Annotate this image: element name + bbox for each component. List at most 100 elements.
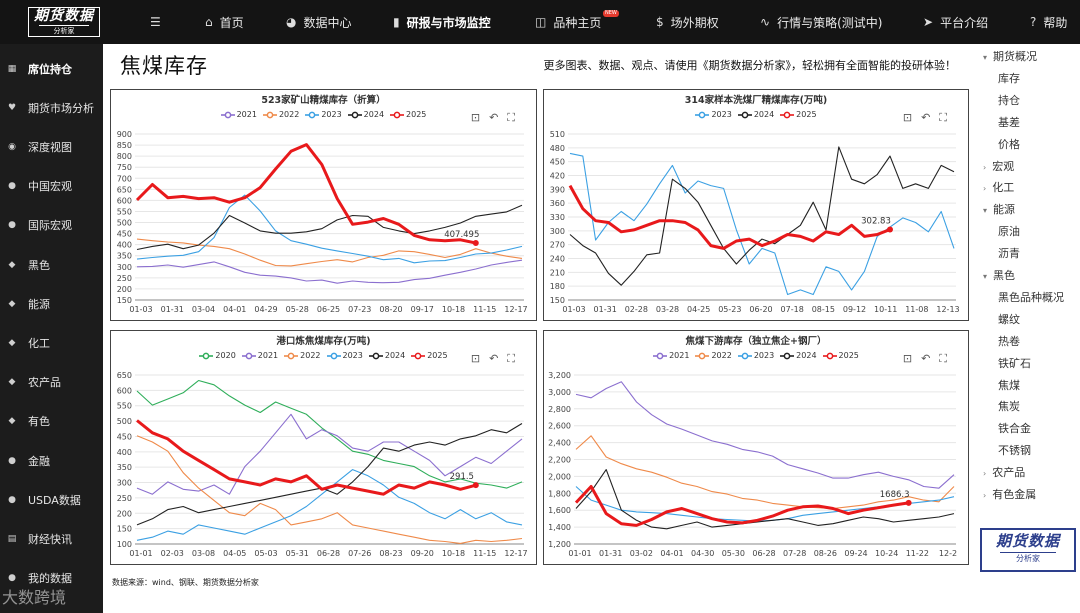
legend-item-2021[interactable]: 2021 bbox=[220, 110, 257, 119]
right-nav-item-2[interactable]: 持仓 bbox=[998, 92, 1020, 108]
right-nav-item-3[interactable]: 基差 bbox=[998, 114, 1020, 130]
legend-label: 2024 bbox=[363, 110, 385, 119]
right-nav-item-16[interactable]: 焦炭 bbox=[998, 398, 1020, 414]
nav-research-monitoring[interactable]: ▮ 研报与市场监控 bbox=[393, 0, 491, 44]
zoom-icon[interactable]: ⊡ bbox=[902, 111, 922, 124]
legend-item-2025[interactable]: 2025 bbox=[822, 351, 859, 360]
legend-item-2023[interactable]: 2023 bbox=[695, 110, 732, 119]
help-icon: ? bbox=[1030, 15, 1037, 29]
chart-toolbox: ⊡↶⛶ bbox=[471, 352, 524, 366]
right-nav-item-18[interactable]: 不锈钢 bbox=[998, 442, 1031, 458]
legend-item-2023[interactable]: 2023 bbox=[305, 110, 342, 119]
series-line-2023 bbox=[569, 152, 955, 296]
x-tick-label: 04-01 bbox=[223, 305, 246, 314]
sidebar-item-9[interactable]: ◆ 有色 bbox=[0, 402, 103, 441]
y-tick-label: 2,200 bbox=[548, 456, 571, 465]
nav-help[interactable]: ? 帮助 bbox=[1030, 0, 1067, 44]
legend-item-2021[interactable]: 2021 bbox=[241, 351, 278, 360]
fullscreen-icon[interactable]: ⛶ bbox=[507, 352, 524, 365]
legend-item-2022[interactable]: 2022 bbox=[262, 110, 299, 119]
y-tick-label: 350 bbox=[117, 463, 132, 472]
right-nav-item-7[interactable]: ▾ 能源 bbox=[983, 201, 1015, 217]
undo-icon[interactable]: ↶ bbox=[921, 352, 940, 365]
fullscreen-icon[interactable]: ⛶ bbox=[939, 111, 956, 124]
legend-item-2025[interactable]: 2025 bbox=[411, 351, 448, 360]
legend-item-2024[interactable]: 2024 bbox=[347, 110, 385, 119]
legend-item-2024[interactable]: 2024 bbox=[737, 110, 774, 119]
nav-platform-intro[interactable]: ➤ 平台介绍 bbox=[923, 0, 988, 44]
right-nav-item-12[interactable]: 螺纹 bbox=[998, 311, 1020, 327]
legend-item-2023[interactable]: 2023 bbox=[326, 351, 363, 360]
sidebar-item-5[interactable]: ◆ 黑色 bbox=[0, 245, 103, 284]
nav-variety-home[interactable]: ◫ 品种主页 bbox=[535, 0, 601, 44]
sidebar-item-13[interactable]: ● 我的数据 bbox=[0, 559, 103, 598]
promo-text[interactable]: 更多图表、数据、观点、请使用《期货数据分析家》，轻松拥有全面智能的投研体验！ bbox=[543, 59, 957, 72]
nav-quotes-strategy[interactable]: ∿ 行情与策略(测试中) bbox=[760, 0, 882, 44]
caret-icon: › bbox=[983, 162, 987, 172]
sidebar-item-1[interactable]: ♥ 期货市场分析 bbox=[0, 88, 103, 127]
menu-toggle[interactable]: ☰ bbox=[150, 0, 168, 44]
legend-marker-icon bbox=[695, 111, 710, 118]
sidebar-item-7[interactable]: ◆ 化工 bbox=[0, 323, 103, 362]
zoom-icon[interactable]: ⊡ bbox=[470, 352, 490, 365]
right-nav-item-8[interactable]: 原油 bbox=[998, 223, 1020, 239]
zoom-icon[interactable]: ⊡ bbox=[902, 352, 922, 365]
undo-icon[interactable]: ↶ bbox=[489, 352, 508, 365]
sidebar-item-10[interactable]: ● 金融 bbox=[0, 441, 103, 480]
legend-item-2021[interactable]: 2021 bbox=[653, 351, 689, 360]
sidebar-item-4[interactable]: ● 国际宏观 bbox=[0, 206, 103, 245]
nav-home[interactable]: ⌂ 首页 bbox=[205, 0, 244, 44]
right-nav-item-1[interactable]: 库存 bbox=[998, 70, 1020, 86]
sidebar-item-2[interactable]: ◉ 深度视图 bbox=[0, 127, 103, 166]
sidebar-item-8[interactable]: ◆ 农产品 bbox=[0, 363, 103, 402]
nav-otc-options[interactable]: $ 场外期权 bbox=[656, 0, 719, 44]
sidebar-item-11[interactable]: ● USDA数据 bbox=[0, 480, 103, 519]
legend-item-2024[interactable]: 2024 bbox=[780, 351, 817, 360]
legend-item-2024[interactable]: 2024 bbox=[368, 351, 405, 360]
chart-title: 港口炼焦煤库存(万吨) bbox=[276, 336, 371, 347]
right-nav-label: 库存 bbox=[998, 71, 1020, 85]
right-nav-item-4[interactable]: 价格 bbox=[998, 136, 1020, 152]
legend-item-2022[interactable]: 2022 bbox=[695, 351, 732, 360]
home-icon: ⌂ bbox=[205, 15, 213, 29]
undo-icon[interactable]: ↶ bbox=[921, 111, 940, 124]
right-nav-item-0[interactable]: ▾ 期货概况 bbox=[983, 48, 1037, 64]
fullscreen-icon[interactable]: ⛶ bbox=[939, 352, 956, 365]
right-nav-item-19[interactable]: › 农产品 bbox=[983, 464, 1025, 480]
right-nav-item-20[interactable]: › 有色金属 bbox=[983, 486, 1036, 502]
sidebar-item-0[interactable]: ▦ 席位持仓 bbox=[0, 49, 103, 88]
right-nav-item-5[interactable]: › 宏观 bbox=[983, 158, 1014, 174]
legend-item-2023[interactable]: 2023 bbox=[737, 351, 774, 360]
sidebar-item-icon: ◆ bbox=[8, 337, 16, 348]
zoom-icon[interactable]: ⊡ bbox=[470, 111, 490, 124]
sidebar-item-6[interactable]: ◆ 能源 bbox=[0, 284, 103, 323]
series-end-point bbox=[472, 240, 479, 247]
brand-logo[interactable]: 期货数据 分析家 bbox=[28, 7, 100, 37]
legend-item-2020[interactable]: 2020 bbox=[199, 351, 236, 360]
y-tick-label: 600 bbox=[117, 386, 132, 395]
right-nav-label: 基差 bbox=[998, 115, 1020, 129]
right-nav-item-11[interactable]: 黑色品种概况 bbox=[998, 289, 1064, 305]
right-nav-item-10[interactable]: ▾ 黑色 bbox=[983, 267, 1015, 283]
legend-item-2025[interactable]: 2025 bbox=[780, 110, 817, 119]
right-nav-item-13[interactable]: 热卷 bbox=[998, 333, 1020, 349]
y-tick-label: 400 bbox=[117, 448, 132, 457]
right-nav-item-17[interactable]: 铁合金 bbox=[998, 420, 1031, 436]
nav-data-center[interactable]: ◕ 数据中心 bbox=[286, 0, 352, 44]
legend-item-2022[interactable]: 2022 bbox=[284, 351, 321, 360]
y-tick-label: 400 bbox=[117, 241, 132, 250]
right-nav-item-9[interactable]: 沥青 bbox=[998, 245, 1020, 261]
x-tick-label: 08-23 bbox=[379, 549, 402, 558]
brand-badge[interactable]: 期货数据 分析家 bbox=[980, 528, 1076, 572]
right-nav-item-6[interactable]: › 化工 bbox=[983, 179, 1014, 195]
sidebar-item-12[interactable]: ▤ 财经快讯 bbox=[0, 519, 103, 558]
right-nav-item-14[interactable]: 铁矿石 bbox=[998, 355, 1031, 371]
right-nav-item-15[interactable]: 焦煤 bbox=[998, 377, 1020, 393]
undo-icon[interactable]: ↶ bbox=[489, 111, 508, 124]
sidebar-item-3[interactable]: ● 中国宏观 bbox=[0, 167, 103, 206]
fullscreen-icon[interactable]: ⛶ bbox=[507, 111, 524, 124]
legend-item-2025[interactable]: 2025 bbox=[390, 110, 426, 119]
sidebar-item-icon: ▦ bbox=[7, 63, 17, 74]
legend-marker-icon bbox=[695, 352, 710, 359]
series-line-2023 bbox=[136, 194, 523, 264]
